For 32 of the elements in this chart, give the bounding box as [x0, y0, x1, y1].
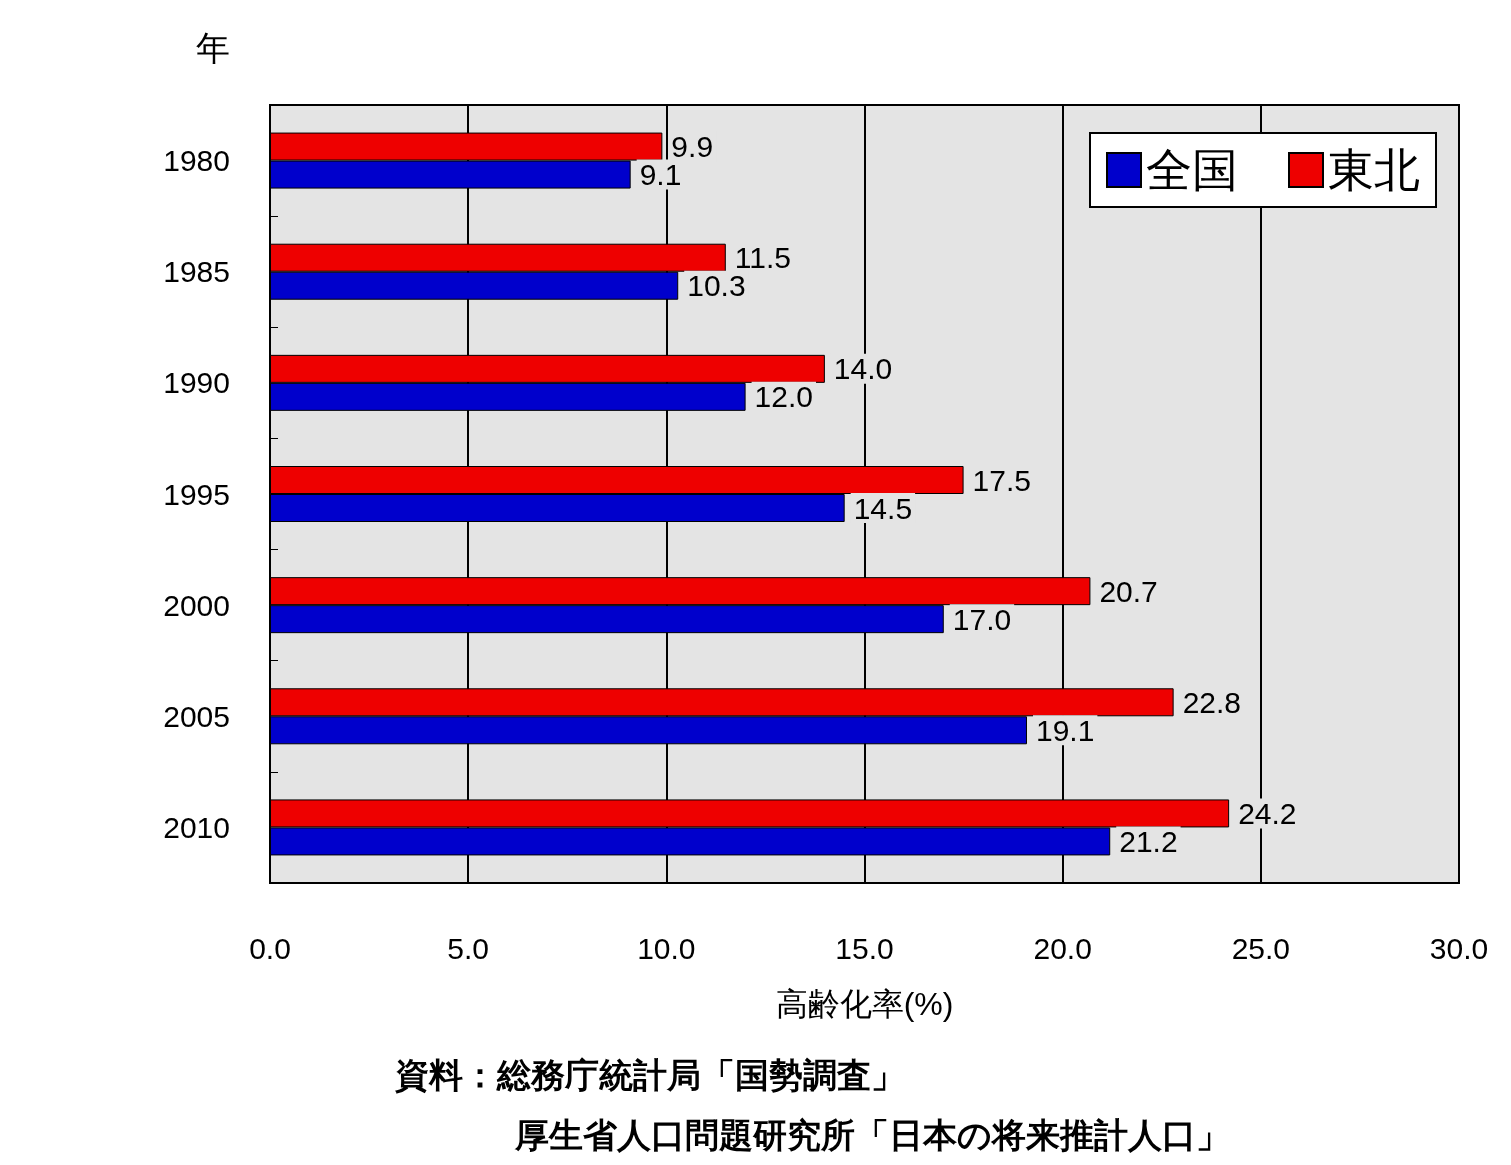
data-label: 21.2 — [1119, 824, 1178, 858]
y-tick-label: 2010 — [163, 810, 230, 844]
data-label: 10.3 — [687, 269, 746, 303]
legend-label: 全国 — [1146, 144, 1238, 196]
y-tick-label: 1990 — [163, 366, 230, 400]
x-axis-title: 高齢化率(%) — [775, 986, 954, 1022]
y-tick-label: 2005 — [163, 699, 230, 733]
x-tick-label: 25.0 — [1231, 931, 1291, 965]
text: 厚生省人口問題研究所「日本の将来推計人口」 — [514, 1116, 1230, 1154]
x-tick-label: 10.0 — [637, 931, 696, 965]
legend-label: 東北 — [1328, 144, 1420, 196]
data-label: 9.1 — [639, 158, 682, 192]
x-tick-label: 30.0 — [1429, 931, 1489, 965]
y-axis-title: 年 — [196, 29, 230, 67]
data-label: 14.5 — [853, 491, 913, 525]
text: 資料：総務庁統計局「国勢調査」 — [394, 1056, 905, 1094]
y-tick-label: 1980 — [163, 144, 230, 178]
y-tick-label: 1995 — [163, 477, 230, 511]
data-label: 22.8 — [1182, 685, 1242, 719]
data-label: 12.0 — [754, 380, 813, 414]
data-label: 20.7 — [1099, 574, 1158, 608]
x-tick-label: 15.0 — [835, 931, 894, 965]
data-label: 14.0 — [833, 352, 893, 386]
y-tick-label: 2000 — [163, 588, 230, 622]
x-tick-label: 5.0 — [447, 931, 490, 965]
data-label: 17.0 — [952, 602, 1012, 636]
data-label: 19.1 — [1036, 713, 1095, 747]
y-tick-label: 1985 — [163, 255, 230, 289]
x-tick-label: 20.0 — [1033, 931, 1092, 965]
data-label: 24.2 — [1238, 796, 1297, 830]
x-tick-label: 0.0 — [249, 931, 291, 965]
data-label: 17.5 — [972, 463, 1031, 497]
